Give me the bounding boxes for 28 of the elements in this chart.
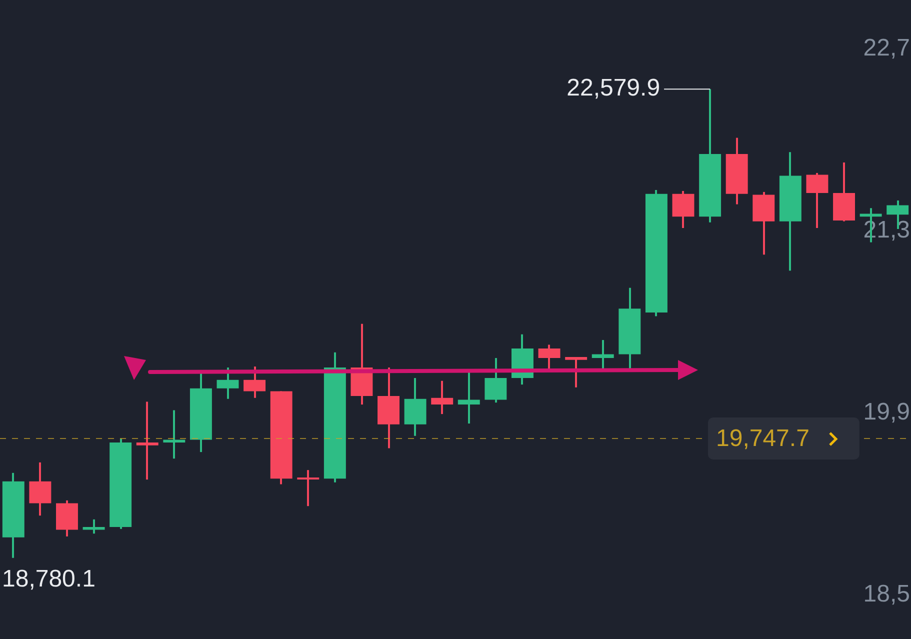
- candlestick: [378, 366, 400, 450]
- candlestick: [645, 188, 668, 318]
- text: 18,5: [863, 580, 910, 608]
- annotation: 22,579.9: [566, 74, 660, 102]
- candlestick: [82, 518, 105, 535]
- candlestick: [2, 472, 24, 559]
- candlestick: [484, 357, 507, 404]
- candlestick: [404, 377, 426, 437]
- candlestick: [136, 400, 158, 481]
- candlestick: [270, 390, 292, 486]
- candlestick: [163, 409, 186, 460]
- text: 22,7: [863, 34, 910, 62]
- candlestick: [297, 469, 320, 508]
- candlestick: [592, 339, 614, 370]
- candlestick: [726, 136, 748, 206]
- candlestick: [29, 461, 52, 517]
- candlestick: [833, 161, 855, 222]
- ref-line-label: 19,747.7: [716, 425, 810, 452]
- candlestick: [752, 190, 775, 256]
- candlestick: [565, 356, 588, 388]
- candlestick: [56, 499, 78, 538]
- annotation: 19,9: [863, 398, 910, 426]
- text: 18,780.1: [2, 566, 96, 593]
- candlestick: [779, 151, 802, 272]
- candlestick: [458, 370, 480, 425]
- candlestick: [806, 172, 828, 229]
- candlestick: [699, 88, 722, 224]
- candlestick: [110, 438, 132, 530]
